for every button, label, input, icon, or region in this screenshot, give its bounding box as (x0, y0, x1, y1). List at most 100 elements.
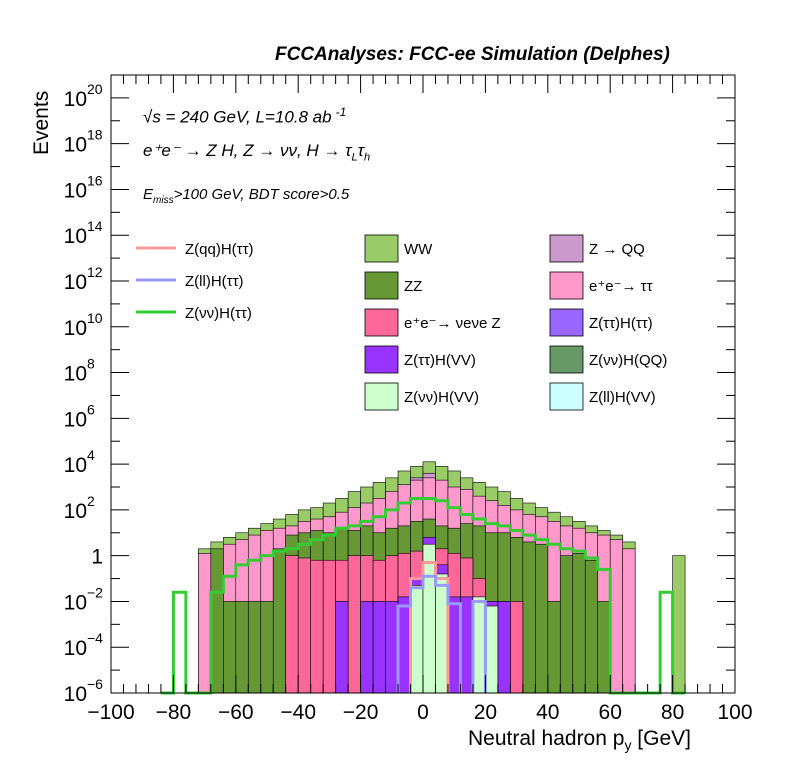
legend-box-label: ZZ (404, 278, 422, 295)
legend-box-swatch (549, 382, 584, 411)
y-tick-exponent: −4 (87, 630, 103, 646)
x-tick-label: −20 (343, 701, 379, 724)
histogram-bar (460, 596, 474, 694)
histogram-bar (497, 601, 511, 694)
y-tick-label: 1 (91, 546, 103, 569)
histogram-bar (247, 601, 262, 694)
y-tick-label: 10 (64, 317, 87, 340)
y-tick-label: 10 (64, 134, 87, 157)
process-mid: τ (357, 141, 364, 160)
y-tick-exponent: −6 (87, 676, 103, 692)
histogram-bar (272, 548, 287, 694)
line-series (160, 496, 686, 695)
histogram-bar (360, 601, 374, 694)
histogram-bar (547, 601, 561, 694)
legend-box-swatch (549, 234, 584, 263)
y-tick-label: 10 (64, 500, 87, 523)
legend-box-label: Z(νν)H(QQ) (589, 352, 667, 369)
energy-lumi-text: √s = 240 GeV, L=10.8 ab (143, 107, 332, 127)
energy-lumi-label: √s = 240 GeV, L=10.8 ab -1 (143, 105, 346, 128)
histogram-bar (435, 573, 449, 694)
x-tick-label: −60 (218, 701, 254, 724)
selection-text: >100 GeV, BDT score>0.5 (173, 186, 350, 203)
y-tick-exponent: 4 (87, 447, 95, 463)
legend-box-swatch (364, 345, 399, 374)
y-tick-label: 10 (64, 88, 87, 111)
process-text: e⁺e⁻ → Z H, Z → νν, H → τ (143, 141, 352, 160)
histogram-bar (572, 553, 586, 694)
selection-label: Emiss>100 GeV, BDT score>0.5 (143, 186, 349, 206)
y-axis-title: Events (30, 90, 53, 155)
y-tick-label: 10 (64, 454, 87, 477)
x-tick-label: 60 (599, 701, 622, 724)
y-tick-exponent: −2 (87, 584, 103, 600)
lumi-exponent: -1 (335, 105, 347, 119)
histogram-bar (235, 601, 249, 694)
legend-box-swatch (549, 345, 584, 374)
legend-box-label: e⁺e⁻→ νeνe Z (404, 315, 501, 332)
legend-box-swatch (549, 308, 584, 337)
histogram-bar (422, 543, 436, 694)
histogram-bar (297, 557, 311, 694)
histogram-bar (223, 601, 237, 694)
histogram-bar (322, 559, 336, 694)
legend-box-swatch (549, 271, 584, 300)
line-series (396, 574, 487, 693)
histogram-bar (472, 596, 486, 694)
histogram-bar (310, 559, 324, 694)
y-tick-exponent: 18 (87, 127, 103, 143)
histogram-bar (522, 541, 536, 694)
histogram-bar (672, 555, 686, 694)
process-sub2: h (363, 151, 371, 164)
legend-line-label: Z(ll)H(ττ) (185, 273, 244, 290)
y-tick-label: 10 (64, 225, 87, 248)
legend-box-swatch (364, 308, 399, 337)
histogram-bar (397, 596, 411, 694)
process-sub1: L (351, 151, 358, 164)
selection-e: E (143, 186, 154, 203)
y-tick-exponent: 14 (87, 218, 103, 234)
y-tick-exponent: 12 (87, 264, 103, 280)
histogram-bar (447, 596, 461, 694)
legend-box-swatch (364, 382, 399, 411)
x-tick-label: 20 (474, 701, 497, 724)
legend-box-swatch (364, 234, 399, 263)
legend-box-label: Z(νν)H(VV) (404, 389, 479, 406)
histogram-bar (485, 605, 499, 694)
y-tick-label: 10 (64, 591, 87, 614)
histogram-bar (285, 555, 299, 694)
y-tick-label: 10 (64, 408, 87, 431)
histogram-bar (535, 543, 549, 694)
line-series (409, 561, 450, 693)
y-tick-exponent: 8 (87, 356, 95, 372)
histogram-bar (584, 559, 599, 694)
legend-box-label: Z(ττ)H(ττ) (589, 315, 653, 332)
histogram-bar (198, 553, 212, 694)
x-tick-label: 100 (717, 701, 752, 724)
y-tick-exponent: 20 (87, 81, 103, 97)
x-tick-label: 0 (417, 701, 429, 724)
y-tick-exponent: 6 (87, 401, 95, 417)
y-tick-exponent: 2 (87, 493, 95, 509)
y-tick-exponent: 16 (87, 172, 103, 188)
legend-line-label: Z(qq)H(ττ) (185, 241, 254, 258)
y-tick-label: 10 (64, 271, 87, 294)
x-axis-title-text: Neutral hadron p (468, 727, 625, 750)
y-tick-exponent: 10 (87, 310, 103, 326)
histogram-bar (385, 601, 399, 694)
histogram-bar (335, 601, 349, 694)
x-tick-label: 40 (536, 701, 559, 724)
histogram-bar (260, 601, 274, 694)
process-label: e⁺e⁻ → Z H, Z → νν, H → τLτh (143, 141, 370, 163)
y-tick-label: 10 (64, 363, 87, 386)
histogram-bar (622, 548, 636, 694)
legend-box-label: e⁺e⁻→ ττ (589, 278, 653, 295)
legend-box-label: Z → QQ (589, 241, 645, 258)
x-axis-title-unit: [GeV] (631, 727, 691, 750)
x-tick-label: −80 (156, 701, 192, 724)
y-tick-label: 10 (64, 683, 87, 706)
legend-box-swatch (364, 271, 399, 300)
x-tick-label: 80 (661, 701, 684, 724)
y-tick-label: 10 (64, 637, 87, 660)
